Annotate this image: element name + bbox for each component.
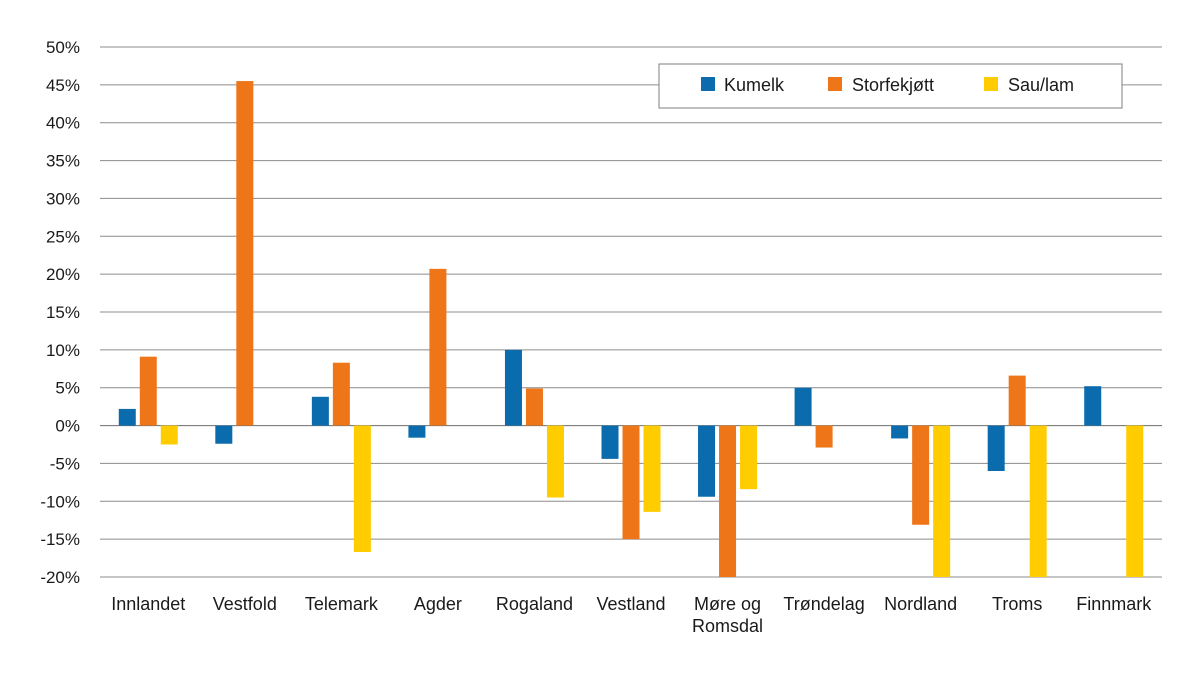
bar-sau-lam-5 xyxy=(643,425,661,512)
x-category-label: Troms xyxy=(992,594,1042,614)
legend-label-sau-lam: Sau/lam xyxy=(1008,75,1074,95)
bar-kumelk-0 xyxy=(118,408,136,426)
bar-storfekj-tt-1 xyxy=(236,81,254,426)
y-tick-label: -10% xyxy=(40,492,80,511)
bar-kumelk-4 xyxy=(504,349,522,426)
bar-storfekj-tt-8 xyxy=(912,425,930,525)
bars xyxy=(118,81,1144,577)
x-category-label: Vestfold xyxy=(213,594,277,614)
y-tick-label: -20% xyxy=(40,568,80,587)
bar-storfekj-tt-7 xyxy=(815,425,833,448)
bar-kumelk-6 xyxy=(698,425,716,497)
x-category-label: Finnmark xyxy=(1076,594,1152,614)
bar-sau-lam-4 xyxy=(546,425,564,498)
y-tick-label: 35% xyxy=(46,152,80,171)
legend-swatch-kumelk xyxy=(701,77,715,91)
bar-kumelk-8 xyxy=(891,425,909,439)
bar-kumelk-5 xyxy=(601,425,619,459)
bar-kumelk-7 xyxy=(794,387,812,426)
y-tick-label: 0% xyxy=(55,417,80,436)
x-category-label: Rogaland xyxy=(496,594,573,614)
bar-storfekj-tt-3 xyxy=(429,268,447,426)
x-category-label: Nordland xyxy=(884,594,957,614)
bar-kumelk-1 xyxy=(215,425,233,444)
y-tick-label: 25% xyxy=(46,227,80,246)
bar-kumelk-3 xyxy=(408,425,426,438)
x-category-label: Møre og Romsdal xyxy=(692,594,763,636)
legend-label-kumelk: Kumelk xyxy=(724,75,785,95)
bar-storfekj-tt-6 xyxy=(719,425,737,577)
y-tick-label: 45% xyxy=(46,76,80,95)
y-tick-label: -5% xyxy=(50,454,80,473)
legend-swatch-sau-lam xyxy=(984,77,998,91)
x-axis: Innlandet Vestfold Telemark Agder Rogaland Ve… xyxy=(111,594,1152,636)
bar-storfekj-tt-0 xyxy=(139,356,157,426)
x-category-label: Telemark xyxy=(305,594,379,614)
x-category-label: Vestland xyxy=(596,594,665,614)
y-tick-label: 50% xyxy=(46,38,80,57)
bar-sau-lam-6 xyxy=(740,425,758,490)
bar-sau-lam-0 xyxy=(160,425,178,445)
bar-kumelk-2 xyxy=(311,396,329,426)
bar-sau-lam-10 xyxy=(1126,425,1144,577)
y-tick-label: 15% xyxy=(46,303,80,322)
y-tick-label: -15% xyxy=(40,530,80,549)
bar-sau-lam-9 xyxy=(1029,425,1047,577)
y-tick-label: 20% xyxy=(46,265,80,284)
x-category-label: Trøndelag xyxy=(783,594,864,614)
legend-label-storfekjott: Storfekjøtt xyxy=(852,75,934,95)
legend-box xyxy=(658,63,1123,109)
x-category-label: Agder xyxy=(414,594,462,614)
bar-storfekj-tt-5 xyxy=(622,425,640,540)
legend-swatch-storfekjott xyxy=(828,77,842,91)
bar-storfekj-tt-2 xyxy=(332,362,350,426)
bar-sau-lam-2 xyxy=(353,425,371,553)
bar-kumelk-9 xyxy=(987,425,1005,471)
y-tick-label: 10% xyxy=(46,341,80,360)
bar-kumelk-10 xyxy=(1084,386,1102,426)
x-category-label: Innlandet xyxy=(111,594,185,614)
bar-storfekj-tt-4 xyxy=(525,388,543,426)
y-tick-label: 40% xyxy=(46,114,80,133)
y-tick-label: 30% xyxy=(46,189,80,208)
y-tick-label: 5% xyxy=(55,379,80,398)
bar-sau-lam-8 xyxy=(933,425,951,577)
bar-storfekj-tt-9 xyxy=(1008,375,1026,426)
y-axis: 50% 45% 40% 35% 30% 25% 20% 15% 10% 5% 0% -5% -10% -1… xyxy=(40,38,80,587)
legend: Kumelk Storfekjøtt Sau/lam xyxy=(658,63,1123,109)
